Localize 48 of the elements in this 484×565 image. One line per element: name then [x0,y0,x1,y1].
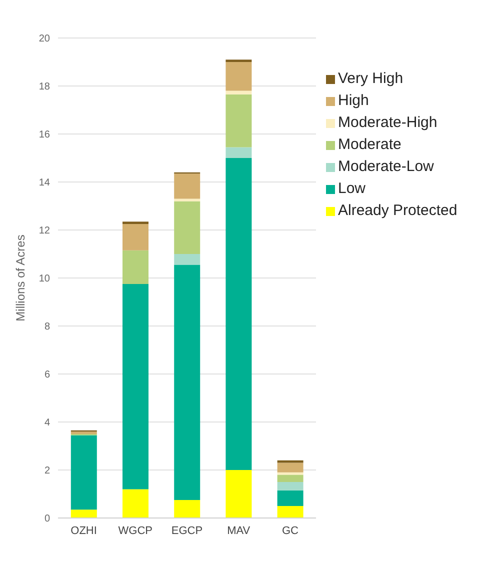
bar [277,460,304,463]
bar [277,472,304,475]
bar [174,201,200,254]
bar [277,490,304,506]
legend-label: Moderate-High [338,113,438,133]
x-tick-label: MAV [227,524,251,537]
x-tick-label: EGCP [171,524,203,537]
bar [226,147,252,158]
legend-label: Very High [338,69,404,89]
bar [226,62,252,91]
legend-label: Already Protected [338,201,458,221]
bar [70,435,97,510]
bar [122,250,148,284]
y-tick-label: 20 [38,34,50,45]
bar [277,462,304,472]
y-tick-label: 6 [44,370,50,381]
y-tick-label: 10 [38,274,50,285]
y-tick-label: 12 [38,226,50,237]
bar [122,489,148,518]
bar [122,224,148,250]
y-tick-label: 14 [38,178,50,189]
bar [174,174,200,199]
y-tick-label: 2 [44,466,50,477]
legend-label: High [338,91,369,111]
legend-label: Low [338,179,366,199]
bar [174,254,200,265]
bar [277,482,304,490]
x-tick-label: OZHI [70,524,97,537]
y-tick-label: 0 [44,514,50,525]
y-tick-label: 18 [38,82,50,93]
bar [226,94,252,148]
x-tick-label: GC [282,524,299,537]
bar [174,500,200,518]
y-tick-label: 4 [44,418,50,429]
bar [226,90,252,94]
legend-label: Moderate [338,135,402,155]
bar [174,264,200,500]
bar [226,470,252,518]
bar [277,506,304,518]
y-tick-label: 16 [38,130,50,141]
bar [277,474,304,482]
y-tick-label: 8 [44,322,50,333]
bar [70,510,97,518]
y-axis-title: Millions of Acres [13,234,28,322]
bar [226,158,252,470]
bar [122,284,148,490]
x-tick-label: WGCP [118,524,153,537]
legend-label: Moderate-Low [338,157,434,177]
